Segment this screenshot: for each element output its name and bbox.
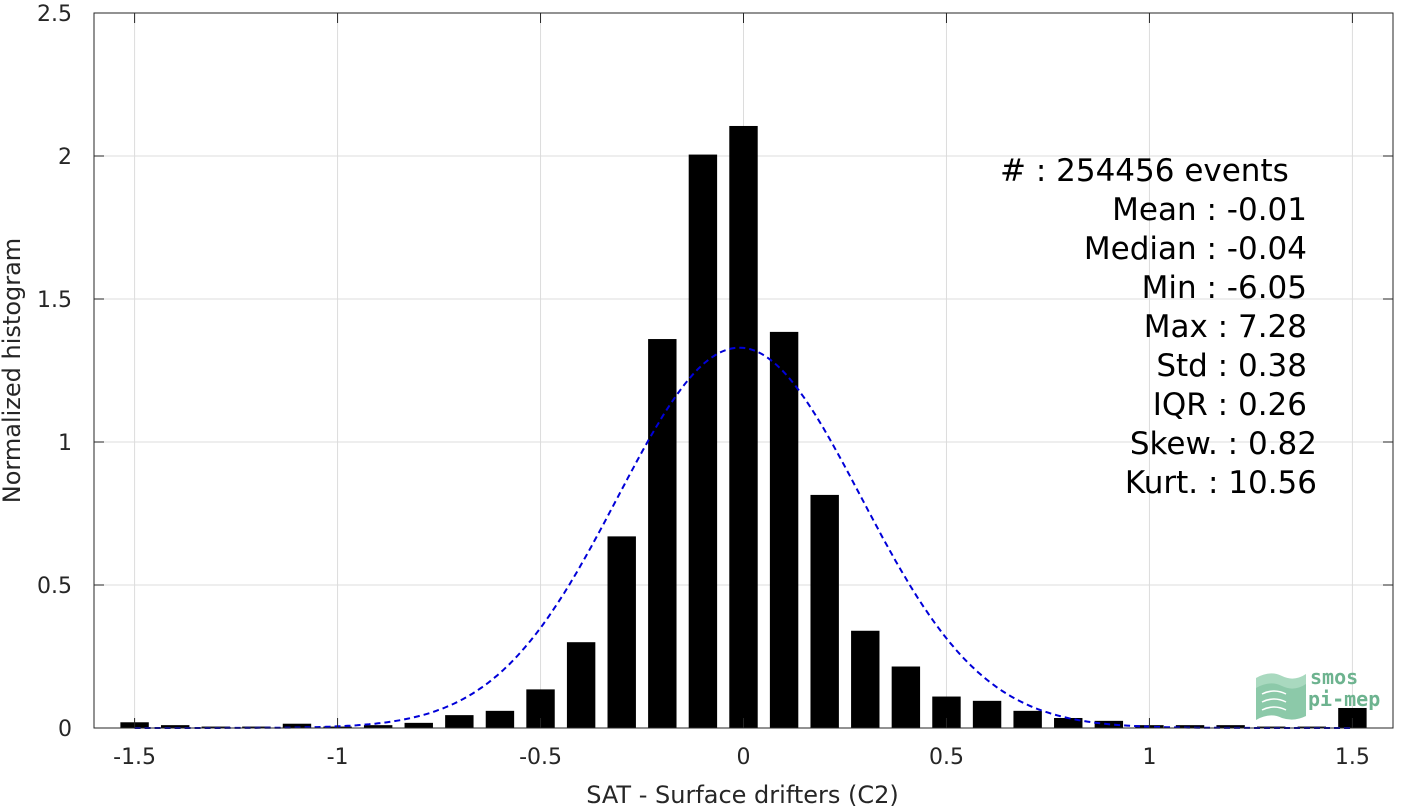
x-tick-label: -1 [327, 745, 349, 770]
stat-skew: Skew. : 0.82 [1129, 426, 1317, 462]
histogram-bar [1338, 707, 1367, 728]
x-tick-label: 0 [737, 745, 751, 770]
stat-kurt: Kurt. : 10.56 [1124, 465, 1317, 501]
smos-pi-mep-logo: smos pi-mep [1252, 664, 1392, 722]
logo-text-line2: pi-mep [1308, 687, 1381, 711]
y-tick-label: 1 [58, 431, 72, 456]
y-tick-label: 2.5 [37, 2, 72, 27]
x-axis-title: SAT - Surface drifters (C2) [586, 781, 899, 809]
histogram-bar [160, 725, 190, 728]
x-tick-label: 1.5 [1335, 745, 1370, 770]
histogram-bar [648, 339, 677, 728]
histogram-bar [566, 642, 596, 728]
y-tick-label: 1.5 [37, 288, 72, 313]
stats-box: # : 254456 events [1000, 152, 1318, 191]
x-tick-label: 1 [1142, 745, 1156, 770]
histogram-bar [729, 125, 758, 729]
y-tick-label: 0 [58, 717, 72, 742]
histogram-bar [688, 154, 718, 728]
stat-iqr: IQR : 0.26 [1152, 387, 1307, 423]
histogram-bar [972, 700, 1002, 728]
histogram-bar [363, 725, 393, 728]
histogram-bar [445, 715, 474, 728]
histogram-bar [769, 331, 799, 728]
histogram-bar [282, 723, 312, 728]
x-tick-label: 0.5 [929, 745, 964, 770]
logo-text-line1: smos [1310, 665, 1359, 689]
y-tick-label: 0.5 [37, 574, 72, 599]
histogram-bar [810, 494, 839, 728]
stat-mean: Mean : -0.01 [1112, 192, 1307, 228]
histogram-bars [120, 125, 1367, 729]
histogram-bar [1257, 726, 1286, 728]
histogram-bar [404, 722, 433, 728]
x-tick-label: -1.5 [113, 745, 156, 770]
y-axis-ticks: 0 0.5 1 1.5 2 2.5 [37, 2, 1393, 742]
histogram-bar [607, 536, 636, 728]
x-axis-ticks: -1.5 -1 -0.5 0 0.5 1 1.5 [113, 13, 1370, 770]
histogram-bar [485, 710, 515, 728]
histogram-bar [891, 666, 921, 728]
stat-std: Std : 0.38 [1156, 348, 1307, 384]
histogram-bar [1054, 717, 1083, 728]
histogram-bar [851, 630, 880, 728]
stat-median: Median : -0.04 [1083, 231, 1307, 267]
y-axis-title: Normalized histogram [0, 238, 26, 503]
histogram-bar [1297, 726, 1327, 728]
stats-list-2: Skew. : 0.82 Kurt. : 10.56 [960, 425, 1317, 503]
stats-list: Mean : -0.01 Median : -0.04 Min : -6.05 … [960, 191, 1307, 425]
histogram-bar [1013, 710, 1042, 728]
histogram-bar [1175, 725, 1205, 728]
stat-events: # : 254456 events [1000, 153, 1289, 189]
logo-waves-icon [1256, 673, 1306, 720]
stat-min: Min : -6.05 [1141, 270, 1307, 306]
histogram-bar [1216, 725, 1245, 728]
y-tick-label: 2 [58, 145, 72, 170]
stat-max: Max : 7.28 [1143, 309, 1307, 345]
x-tick-label: -0.5 [519, 745, 562, 770]
